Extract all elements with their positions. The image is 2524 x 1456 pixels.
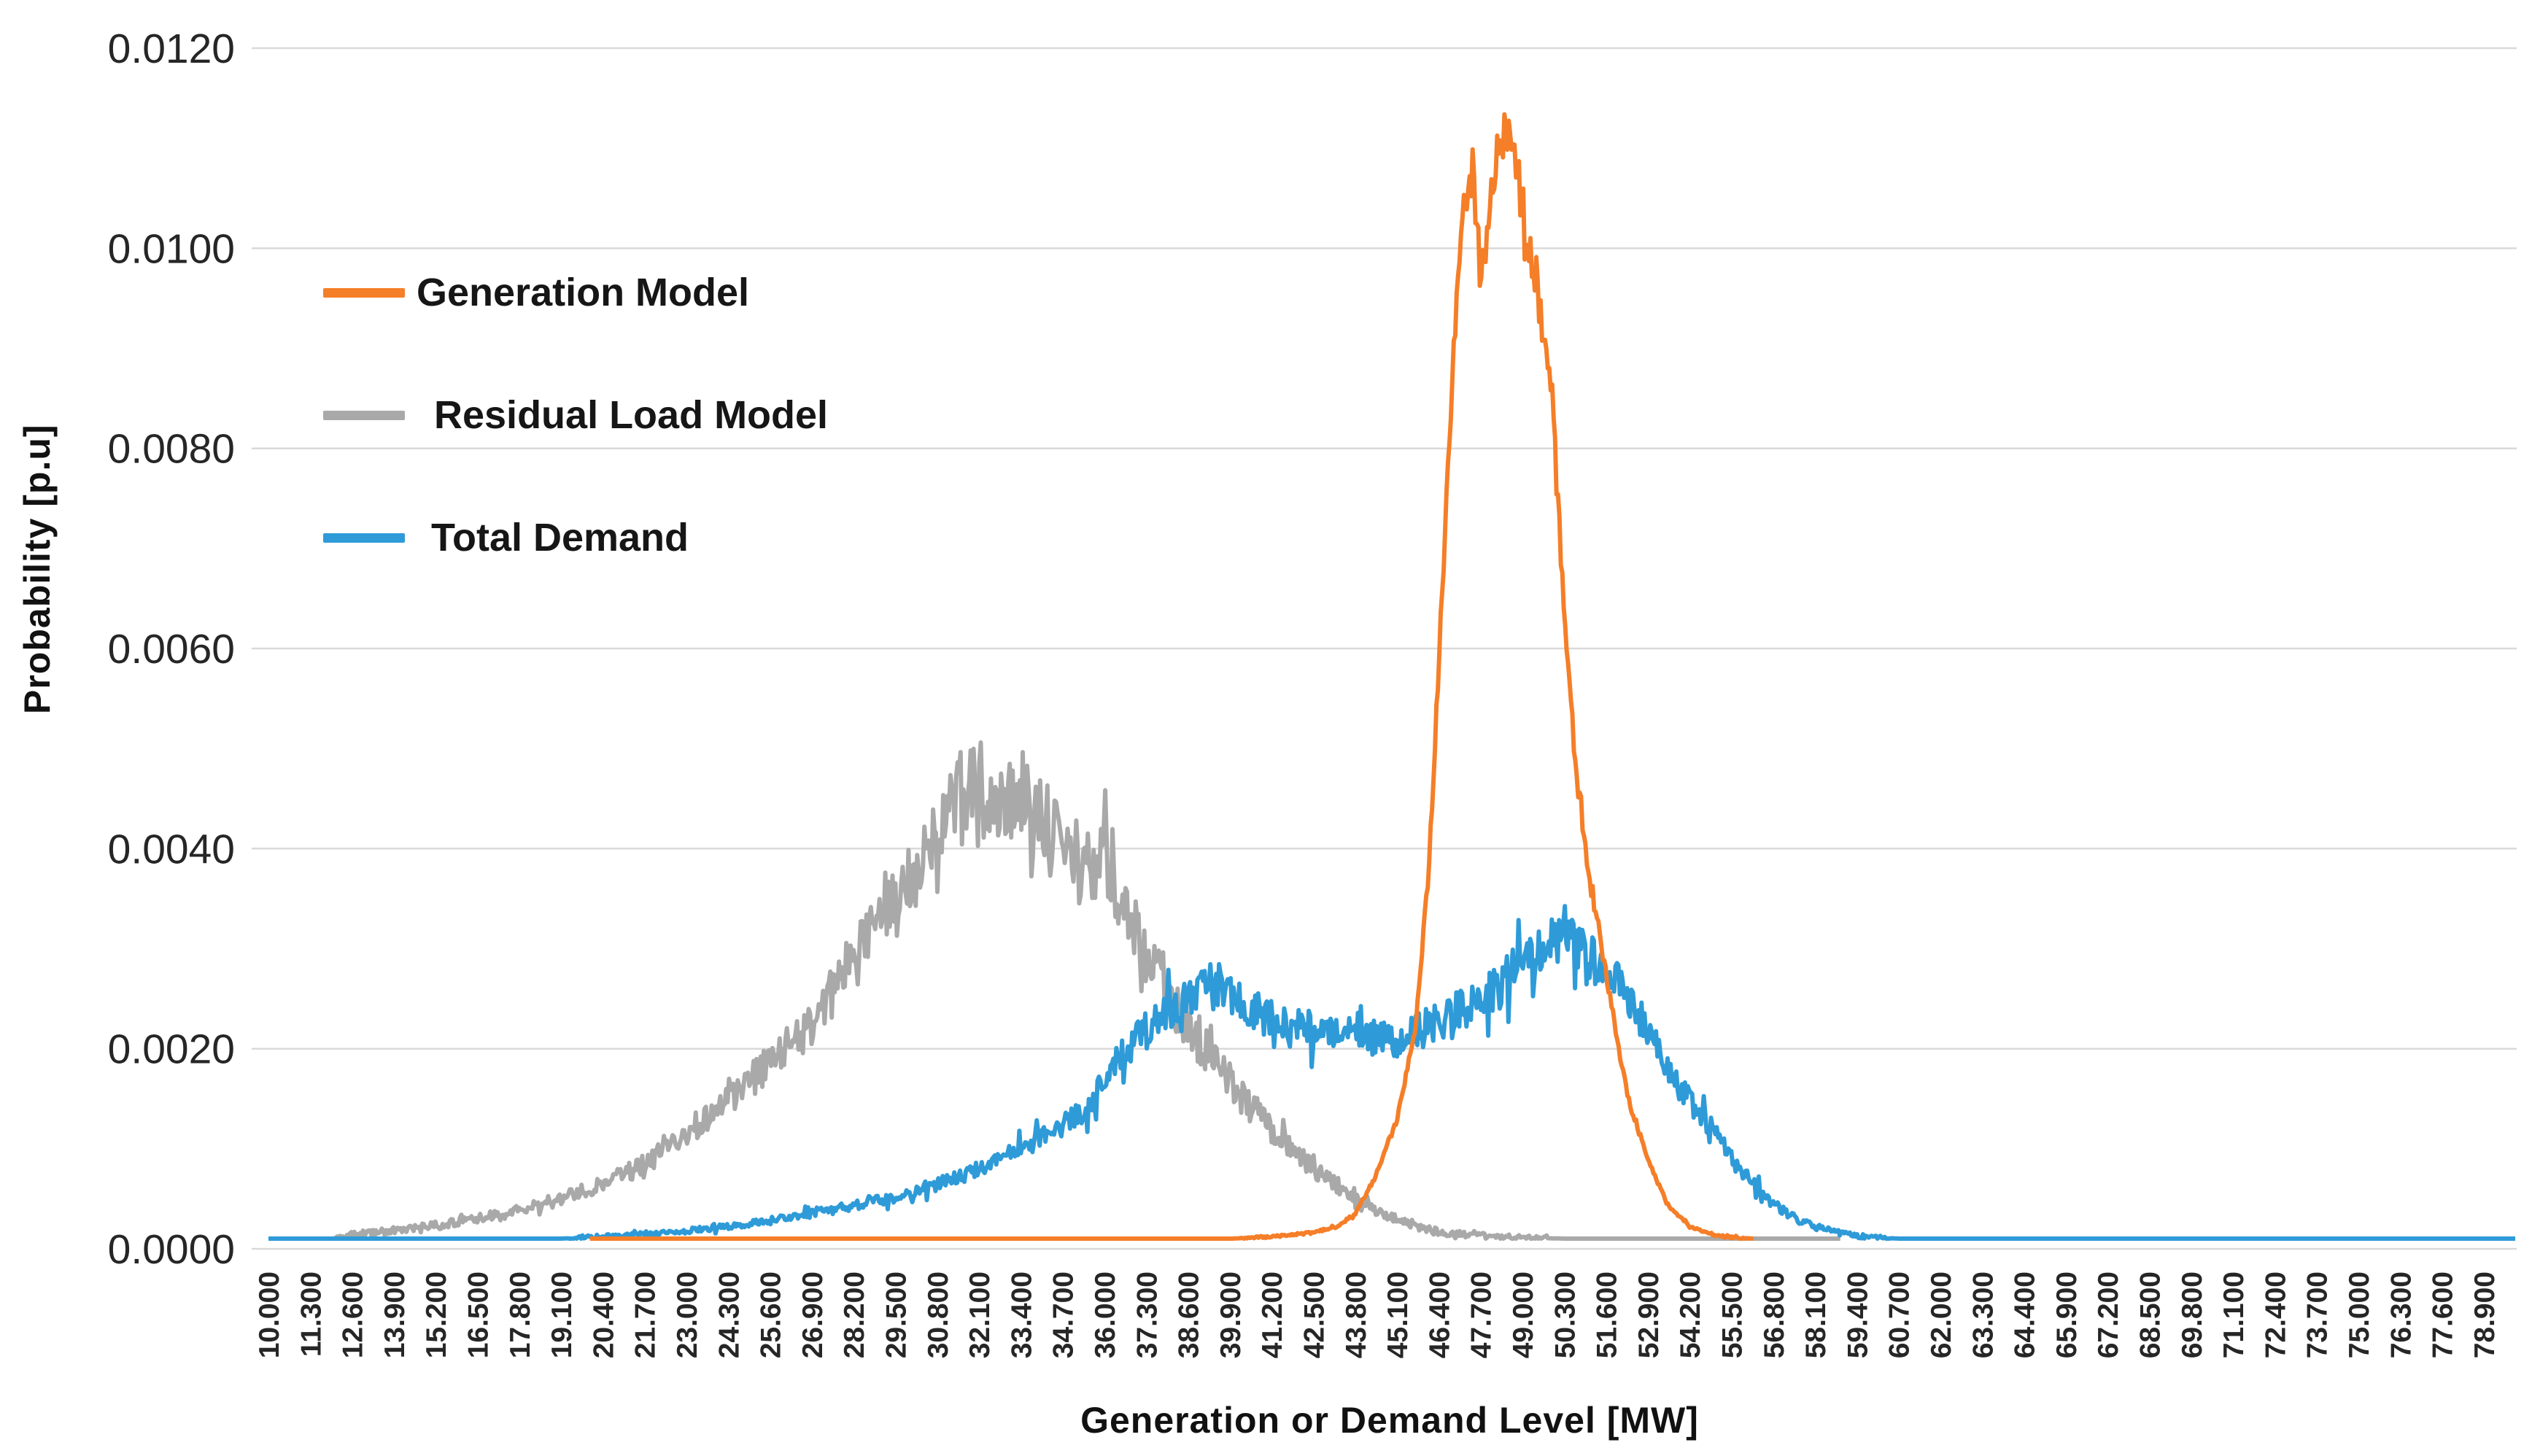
- x-tick-label: 11.300: [295, 1271, 327, 1357]
- x-tick-label: 28.200: [839, 1271, 870, 1358]
- x-tick-label: 12.600: [338, 1271, 369, 1358]
- x-tick-label: 47.700: [1466, 1271, 1498, 1358]
- x-tick-label: 39.900: [1215, 1271, 1247, 1358]
- x-tick-label: 76.300: [2385, 1271, 2417, 1358]
- x-tick-label: 67.200: [2093, 1271, 2124, 1358]
- x-tick-label: 10.000: [254, 1271, 285, 1358]
- x-tick-label: 72.400: [2260, 1271, 2291, 1358]
- x-tick-label: 45.100: [1382, 1271, 1414, 1358]
- x-tick-label: 38.600: [1174, 1271, 1205, 1358]
- x-tick-label: 37.300: [1131, 1271, 1163, 1358]
- y-tick-label: 0.0040: [108, 826, 235, 872]
- x-tick-label: 19.100: [546, 1271, 578, 1358]
- x-tick-label: 26.900: [797, 1271, 829, 1358]
- x-tick-label: 77.600: [2428, 1271, 2459, 1358]
- y-tick-label: 0.0020: [108, 1026, 235, 1073]
- x-tick-label: 46.400: [1424, 1271, 1455, 1358]
- x-tick-label: 42.500: [1299, 1271, 1331, 1358]
- y-tick-label: 0.0120: [108, 26, 235, 72]
- x-tick-label: 78.900: [2469, 1271, 2501, 1358]
- x-tick-label: 25.600: [756, 1271, 787, 1358]
- x-tick-label: 62.000: [1926, 1271, 1957, 1358]
- x-tick-label: 17.800: [505, 1271, 536, 1358]
- x-tick-label: 75.000: [2344, 1271, 2375, 1358]
- legend-label: Generation Model: [417, 271, 750, 314]
- x-tick-label: 68.500: [2135, 1271, 2167, 1358]
- x-tick-label: 21.700: [630, 1271, 662, 1358]
- x-tick-label: 63.300: [1967, 1271, 1999, 1358]
- y-tick-label: 0.0100: [108, 225, 235, 272]
- x-tick-label: 30.800: [923, 1271, 954, 1358]
- x-tick-label: 58.100: [1800, 1271, 1832, 1358]
- x-tick-label: 23.000: [672, 1271, 703, 1358]
- legend: Generation Model Residual Load Model Tot…: [323, 271, 828, 559]
- x-tick-label: 69.800: [2177, 1271, 2208, 1358]
- legend-item-total-demand: Total Demand: [323, 516, 828, 559]
- x-tick-label: 73.700: [2302, 1271, 2334, 1358]
- x-tick-label: 65.900: [2051, 1271, 2083, 1358]
- x-tick-label: 50.300: [1549, 1271, 1581, 1358]
- residual-load-model-line-swatch: [323, 410, 405, 420]
- x-tick-label: 43.800: [1341, 1271, 1372, 1358]
- x-tick-label: 54.200: [1675, 1271, 1706, 1358]
- x-tick-label: 15.200: [421, 1271, 452, 1358]
- x-tick-label: 52.900: [1633, 1271, 1665, 1358]
- x-tick-label: 49.000: [1508, 1271, 1539, 1358]
- y-axis-title: Probability [p.u]: [17, 424, 58, 714]
- legend-item-residual-load-model: Residual Load Model: [323, 393, 829, 437]
- legend-label: Total Demand: [431, 516, 689, 559]
- x-tick-label: 24.300: [713, 1271, 745, 1358]
- legend-item-generation-model: Generation Model: [323, 271, 828, 314]
- x-tick-label: 16.500: [463, 1271, 495, 1358]
- x-tick-label: 55.500: [1717, 1271, 1749, 1358]
- x-tick-label: 29.500: [881, 1271, 913, 1358]
- series-line-total-demand: [268, 904, 2517, 1241]
- y-tick-label: 0.0080: [108, 426, 235, 473]
- x-tick-label: 13.900: [379, 1271, 411, 1358]
- y-tick-label: 0.0000: [108, 1226, 235, 1273]
- x-tick-label: 64.400: [2010, 1271, 2041, 1358]
- x-tick-label: 51.600: [1592, 1271, 1623, 1358]
- x-tick-label: 71.100: [2218, 1271, 2250, 1358]
- x-axis-title: Generation or Demand Level [MW]: [1080, 1400, 1699, 1441]
- series-line-generation-model: [589, 112, 1754, 1241]
- x-tick-label: 41.200: [1257, 1271, 1288, 1358]
- series-line-residual-load-model: [287, 740, 1841, 1241]
- x-tick-label: 60.700: [1884, 1271, 1916, 1358]
- legend-label: Residual Load Model: [434, 393, 829, 437]
- x-tick-label: 56.800: [1759, 1271, 1790, 1358]
- x-tick-label: 34.700: [1048, 1271, 1080, 1358]
- generation-model-line-swatch: [323, 287, 405, 298]
- total-demand-line-swatch: [323, 533, 405, 543]
- x-tick-label: 20.400: [588, 1271, 619, 1358]
- y-tick-label: 0.0060: [108, 626, 235, 673]
- x-tick-label: 36.000: [1090, 1271, 1121, 1358]
- x-tick-label: 32.100: [964, 1271, 996, 1358]
- x-tick-label: 59.400: [1842, 1271, 1873, 1358]
- x-tick-label: 33.400: [1006, 1271, 1037, 1358]
